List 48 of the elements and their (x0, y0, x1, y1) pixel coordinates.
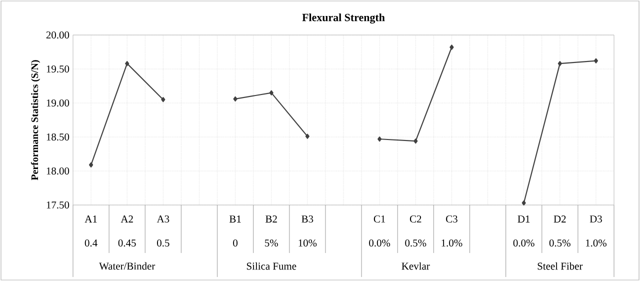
text: 5% (265, 239, 278, 247)
x-tick-label: D1 (518, 216, 530, 222)
point (269, 90, 274, 96)
x-tick-label: A3 (156, 215, 170, 223)
point (522, 200, 526, 206)
text: Steel Fiber (538, 262, 583, 270)
y-tick-label: 20.00 (46, 31, 70, 39)
chart-title: Flexural Strength (302, 13, 385, 24)
text: 0.5% (549, 239, 570, 247)
text: 1.0% (586, 239, 606, 247)
x-tick-label: A2 (120, 216, 133, 222)
text: 0 (233, 239, 238, 247)
point (450, 44, 454, 50)
x-tick-label: D2 (554, 216, 566, 222)
point (414, 138, 418, 144)
x-tick-label: A1 (84, 216, 97, 222)
y-axis-title: Performance Statistics (S/N) (30, 60, 40, 180)
x-tick-label: B2 (266, 216, 277, 222)
text: 0.45 (118, 239, 136, 247)
y-tick-label: 19.50 (46, 65, 70, 73)
text: 0.0% (369, 239, 390, 247)
x-tick-label: D3 (590, 215, 602, 223)
y-tick-label: 19.00 (46, 99, 70, 107)
point (558, 61, 562, 66)
text: 0.5% (405, 239, 426, 247)
y-tick-label: 18.00 (46, 167, 70, 175)
y-tick-label: 18.50 (46, 133, 70, 141)
y-tick-label: 17.50 (46, 201, 70, 209)
point (378, 136, 382, 142)
point (161, 97, 166, 102)
x-tick-label: B3 (302, 215, 314, 223)
x-tick-label: B1 (229, 216, 241, 222)
text: 1.0% (442, 239, 462, 247)
text: Water/Binder (99, 262, 156, 270)
text: 10% (298, 239, 317, 247)
point (125, 61, 130, 66)
point (233, 96, 238, 102)
text: 0.4 (84, 239, 98, 247)
point (305, 134, 310, 139)
text: 0.5 (157, 239, 170, 247)
point (88, 162, 94, 168)
text: Silica Fume (246, 262, 296, 270)
x-tick-label: C3 (446, 215, 458, 223)
x-tick-label: C2 (410, 215, 422, 223)
text: Kevlar (402, 262, 430, 270)
point (594, 58, 598, 64)
x-tick-label: C1 (374, 215, 386, 223)
text: 0.0% (513, 239, 534, 247)
